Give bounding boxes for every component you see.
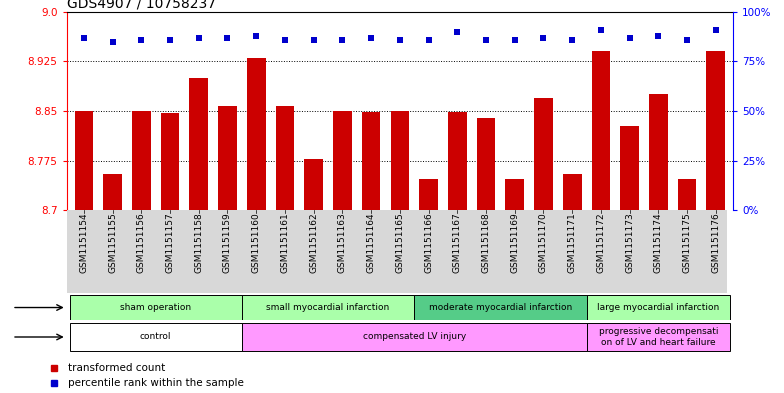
Point	[250, 33, 263, 39]
Text: transformed count: transformed count	[68, 362, 165, 373]
Point	[221, 35, 234, 41]
Point	[710, 26, 722, 33]
Text: GSM1151164: GSM1151164	[367, 213, 376, 274]
Text: GSM1151173: GSM1151173	[625, 213, 634, 274]
Text: GSM1151171: GSM1151171	[568, 213, 577, 274]
Text: GDS4907 / 10758237: GDS4907 / 10758237	[67, 0, 216, 11]
Text: compensated LV injury: compensated LV injury	[362, 332, 466, 342]
Text: GSM1151155: GSM1151155	[108, 213, 117, 274]
Text: GSM1151165: GSM1151165	[395, 213, 405, 274]
Point	[307, 37, 320, 43]
Bar	[414, 295, 586, 320]
Point	[509, 37, 521, 43]
Text: GSM1151176: GSM1151176	[711, 213, 720, 274]
Bar	[247, 58, 266, 210]
Bar	[677, 178, 696, 210]
Point	[537, 35, 550, 41]
Point	[566, 37, 579, 43]
Text: moderate myocardial infarction: moderate myocardial infarction	[429, 303, 572, 312]
Text: GSM1151175: GSM1151175	[683, 213, 691, 274]
Point	[365, 35, 377, 41]
Point	[681, 37, 693, 43]
Bar	[276, 107, 294, 210]
Text: GSM1151157: GSM1151157	[165, 213, 175, 274]
Point	[78, 35, 90, 41]
Bar	[333, 111, 352, 210]
Bar	[563, 174, 582, 210]
Point	[623, 35, 636, 41]
Bar	[132, 111, 151, 210]
Point	[423, 37, 435, 43]
Text: GSM1151161: GSM1151161	[281, 213, 289, 274]
Point	[336, 37, 349, 43]
Bar	[620, 126, 639, 210]
Bar	[70, 323, 241, 351]
Bar	[241, 295, 414, 320]
Text: GSM1151163: GSM1151163	[338, 213, 347, 274]
Bar	[161, 113, 180, 210]
Bar	[649, 94, 668, 210]
Bar	[103, 174, 122, 210]
Point	[164, 37, 176, 43]
Text: GSM1151154: GSM1151154	[79, 213, 89, 274]
Point	[451, 29, 463, 35]
Text: GSM1151168: GSM1151168	[481, 213, 491, 274]
Text: GSM1151158: GSM1151158	[194, 213, 203, 274]
Text: small myocardial infarction: small myocardial infarction	[267, 303, 390, 312]
Point	[652, 33, 665, 39]
Text: GSM1151156: GSM1151156	[137, 213, 146, 274]
Bar	[218, 107, 237, 210]
Bar	[586, 295, 730, 320]
Text: GSM1151166: GSM1151166	[424, 213, 433, 274]
Bar	[304, 159, 323, 210]
Point	[278, 37, 291, 43]
Point	[480, 37, 492, 43]
Bar	[706, 51, 725, 210]
Bar	[70, 295, 241, 320]
Text: GSM1151170: GSM1151170	[539, 213, 548, 274]
Bar	[390, 111, 409, 210]
Text: GSM1151160: GSM1151160	[252, 213, 261, 274]
Text: GSM1151169: GSM1151169	[510, 213, 519, 274]
Text: GSM1151167: GSM1151167	[453, 213, 462, 274]
Text: GSM1151172: GSM1151172	[597, 213, 605, 274]
Point	[594, 26, 607, 33]
Bar	[419, 178, 438, 210]
Text: GSM1151159: GSM1151159	[223, 213, 232, 274]
Bar	[506, 178, 524, 210]
Bar	[190, 78, 208, 210]
Point	[107, 39, 119, 45]
Point	[193, 35, 205, 41]
Text: control: control	[140, 332, 172, 342]
Text: GSM1151174: GSM1151174	[654, 213, 662, 274]
Bar	[74, 111, 93, 210]
Text: sham operation: sham operation	[120, 303, 191, 312]
Bar	[534, 98, 553, 210]
Bar	[586, 323, 730, 351]
Bar	[477, 118, 495, 210]
Text: GSM1151162: GSM1151162	[309, 213, 318, 274]
Bar	[241, 323, 586, 351]
Text: large myocardial infarction: large myocardial infarction	[597, 303, 720, 312]
Point	[394, 37, 406, 43]
Text: percentile rank within the sample: percentile rank within the sample	[68, 378, 244, 388]
Bar	[361, 112, 380, 210]
Text: progressive decompensati
on of LV and heart failure: progressive decompensati on of LV and he…	[599, 327, 718, 347]
Bar	[592, 51, 610, 210]
Bar	[448, 112, 466, 210]
Point	[135, 37, 147, 43]
